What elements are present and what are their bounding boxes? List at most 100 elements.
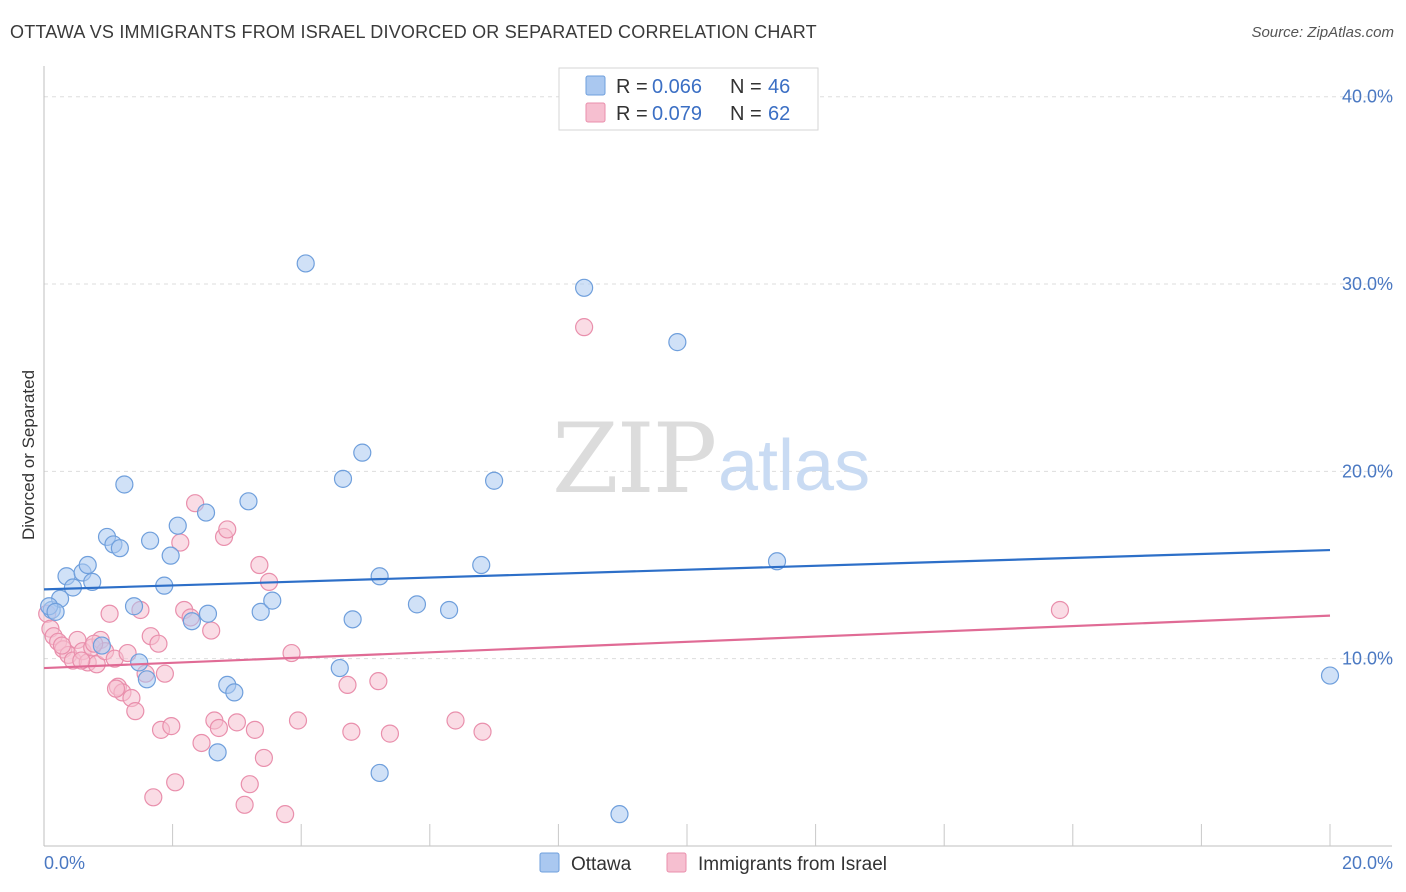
ottawa-point — [767, 552, 787, 571]
grid-lines — [44, 96, 1392, 660]
y-tick-label: 30.0% — [1342, 274, 1393, 294]
israel-point — [380, 724, 400, 743]
bottom-legend-label-israel: Immigrants from Israel — [698, 854, 887, 875]
ottawa-point — [668, 333, 687, 352]
ottawa-point — [353, 443, 372, 462]
bottom-legend-swatch-israel — [666, 852, 687, 873]
legend-r-value: 0.066 — [652, 76, 702, 98]
israel-point — [126, 702, 145, 721]
x-tick-label: 20.0% — [1342, 853, 1393, 873]
legend: R = 0.066 N = 46 R = 0.079 N = 62 — [558, 67, 819, 131]
legend-n-label: N = — [730, 76, 762, 98]
ottawa-point — [130, 653, 149, 672]
ottawa-point — [370, 567, 389, 586]
ottawa-point — [333, 469, 353, 488]
ottawa-point — [1320, 666, 1340, 685]
israel-point — [52, 636, 72, 655]
bottom-legend-swatch-ottawa — [539, 852, 560, 873]
ottawa-point — [370, 763, 389, 783]
israel-trend-line — [43, 614, 1331, 670]
israel-point — [288, 711, 308, 730]
legend-r-label: R = — [616, 76, 648, 98]
ottawa-point — [225, 683, 244, 702]
ottawa-point — [161, 546, 180, 565]
legend-r-value: 0.079 — [652, 103, 702, 125]
ottawa-point — [407, 595, 427, 614]
ottawa-point — [208, 743, 227, 762]
ottawa-point — [330, 658, 349, 678]
legend-n-label: N = — [730, 103, 762, 125]
trend-lines — [43, 548, 1331, 670]
israel-point — [166, 773, 185, 792]
israel-point — [342, 722, 361, 741]
israel-point — [250, 555, 269, 575]
legend-swatch-israel — [585, 102, 606, 123]
israel-point — [575, 318, 594, 337]
watermark-zip: ZIP — [552, 403, 715, 515]
israel-point — [218, 520, 237, 539]
israel-point — [209, 718, 228, 738]
legend-n-value: 62 — [768, 103, 790, 125]
ottawa-point — [296, 254, 315, 273]
israel-point — [338, 675, 357, 695]
israel-point — [149, 634, 168, 653]
ottawa-point — [575, 278, 594, 297]
israel-point — [473, 722, 492, 741]
watermark: ZIP atlas — [552, 403, 870, 515]
ottawa-point — [610, 805, 629, 824]
israel-point — [240, 775, 259, 794]
legend-r-label: R = — [616, 103, 648, 125]
tick-labels: 10.0% 20.0% 30.0% 40.0% 0.0% 20.0% — [44, 87, 1393, 873]
israel-point — [446, 711, 465, 730]
israel-point — [227, 713, 246, 732]
y-axis-label: Divorced or Separated — [19, 370, 38, 540]
legend-n-value: 46 — [768, 76, 790, 98]
ottawa-point — [472, 555, 491, 575]
y-tick-label: 20.0% — [1342, 461, 1393, 481]
ottawa-point — [92, 636, 111, 655]
israel-point — [254, 748, 274, 768]
israel-point — [162, 717, 181, 736]
ottawa-point — [343, 610, 362, 629]
data-points — [38, 254, 1340, 824]
y-tick-label: 40.0% — [1342, 87, 1393, 107]
chart-title: OTTAWA VS IMMIGRANTS FROM ISRAEL DIVORCE… — [10, 22, 817, 42]
ottawa-point — [115, 475, 134, 494]
ottawa-point — [196, 503, 216, 522]
ottawa-point — [124, 597, 144, 616]
ottawa-point — [485, 471, 504, 490]
ottawa-point — [46, 602, 65, 621]
ottawa-point — [198, 604, 218, 623]
israel-point — [192, 733, 211, 753]
legend-swatch-ottawa — [585, 75, 606, 96]
ottawa-point — [140, 531, 160, 550]
israel-point — [369, 672, 388, 691]
watermark-atlas: atlas — [718, 426, 870, 506]
israel-point — [245, 720, 265, 739]
ottawa-point — [239, 492, 258, 511]
ottawa-point — [251, 602, 270, 621]
axes — [43, 66, 1392, 847]
israel-point — [202, 621, 221, 640]
israel-point — [106, 679, 126, 698]
israel-point — [235, 795, 254, 814]
israel-point — [155, 664, 174, 683]
ottawa-point — [263, 591, 282, 610]
israel-point — [276, 805, 295, 824]
ottawa-point — [110, 539, 129, 558]
x-tick-label: 0.0% — [44, 853, 85, 873]
israel-point — [100, 604, 119, 623]
bottom-legend-label-ottawa: Ottawa — [571, 854, 632, 875]
israel-point — [72, 651, 91, 670]
ottawa-point — [83, 572, 102, 591]
israel-point — [1050, 600, 1070, 620]
ottawa-point — [182, 612, 201, 631]
y-tick-label: 10.0% — [1342, 649, 1393, 669]
source-credit: Source: ZipAtlas.com — [1251, 24, 1394, 41]
ottawa-point — [78, 555, 97, 575]
ottawa-point — [168, 516, 187, 535]
ottawa-trend-line — [43, 548, 1331, 591]
ottawa-point — [439, 600, 459, 620]
ottawa-point — [137, 670, 156, 689]
